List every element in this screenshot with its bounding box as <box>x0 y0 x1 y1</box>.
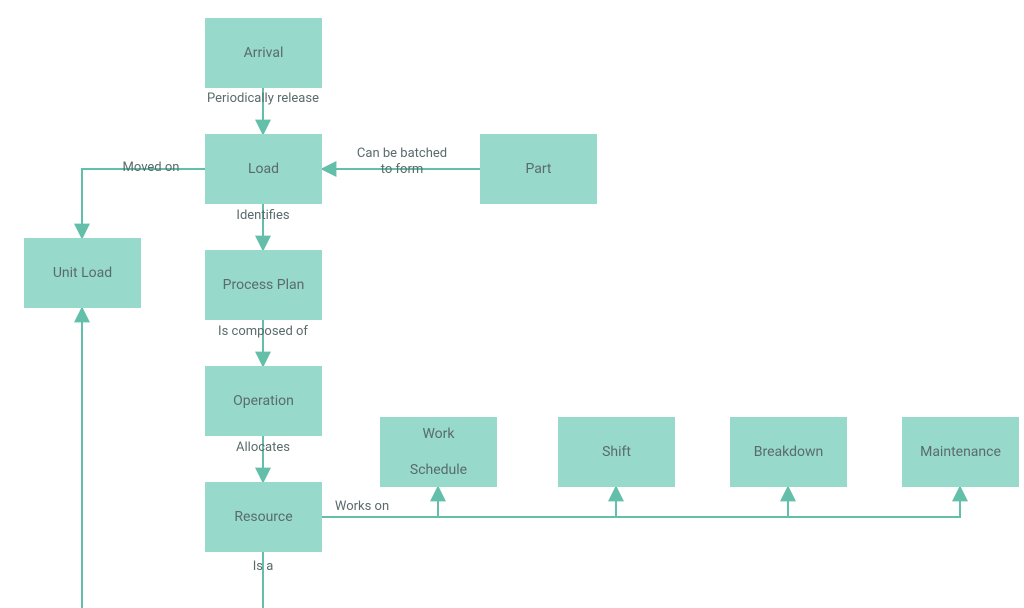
edge-label-e6: Allocates <box>236 440 290 456</box>
node-maintenance: Maintenance <box>902 417 1019 487</box>
node-resource: Resource <box>205 482 322 552</box>
node-label: Resource <box>234 508 292 526</box>
node-breakdown: Breakdown <box>730 417 847 487</box>
edge-label-e11: Is a <box>253 559 274 575</box>
edge-e10 <box>788 487 960 517</box>
node-label: Load <box>248 160 279 178</box>
node-label: Work <box>422 425 454 443</box>
edge-label-e3: Moved on <box>123 160 180 176</box>
edge-label-e4: Identifies <box>236 208 289 224</box>
edge-label-e2: Can be batched to form <box>357 146 447 179</box>
edges-layer <box>0 0 1024 608</box>
node-processplan: Process Plan <box>205 250 322 320</box>
edge-label-e7: Works on <box>335 499 389 515</box>
node-unitload: Unit Load <box>24 238 141 308</box>
edge-e9 <box>616 487 788 517</box>
node-label: Breakdown <box>754 443 823 461</box>
node-label: Schedule <box>410 461 467 479</box>
node-load: Load <box>205 134 322 204</box>
node-arrival: Arrival <box>205 18 322 88</box>
node-label: Maintenance <box>920 443 1001 461</box>
node-part: Part <box>480 134 597 204</box>
edge-label-e1: Periodically release <box>207 91 319 107</box>
node-label: Part <box>525 160 551 178</box>
edge-label-e5: Is composed of <box>218 324 308 340</box>
node-workschedule: Work Schedule <box>380 417 497 487</box>
node-shift: Shift <box>558 417 675 487</box>
node-label: Shift <box>602 443 631 461</box>
node-label: Operation <box>233 392 294 410</box>
node-label: Arrival <box>244 44 284 62</box>
edge-e3 <box>82 169 205 238</box>
node-label: Process Plan <box>223 276 305 294</box>
node-label: Unit Load <box>53 264 112 282</box>
edge-e8 <box>438 487 616 517</box>
node-operation: Operation <box>205 366 322 436</box>
diagram-canvas: Arrival Load Part Unit Load Process Plan Oper… <box>0 0 1024 608</box>
